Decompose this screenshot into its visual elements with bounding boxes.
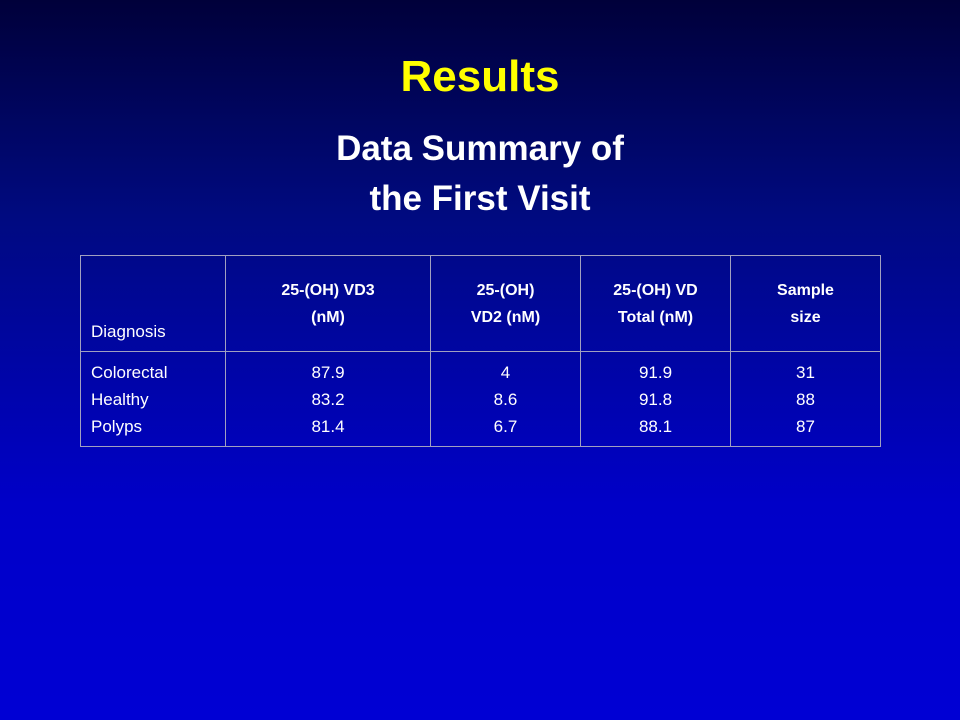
body-cell: 31 88 87 [730, 351, 881, 447]
cell-text: 87 [796, 416, 815, 436]
cell-text: 4 [500, 362, 511, 382]
body-cell: 87.9 83.2 81.4 [225, 351, 431, 447]
header-text: VD2 (nM) [470, 308, 541, 326]
cell-text: 91.8 [638, 389, 673, 409]
cell-text: 31 [796, 362, 815, 382]
body-cell: Colorectal Healthy Polyps [80, 351, 226, 447]
cell-text: 88 [796, 389, 815, 409]
header-text: Sample [777, 281, 834, 299]
header-text: Diagnosis [91, 322, 166, 341]
subtitle-line: Data Summary of [336, 129, 624, 168]
header-cell: Sample size [730, 255, 881, 352]
cell-text: 6.7 [493, 416, 518, 436]
cell-text: 8.6 [493, 389, 518, 409]
header-cell: Diagnosis [80, 255, 226, 352]
header-text: size [790, 308, 821, 326]
body-cell: 91.9 91.8 88.1 [580, 351, 731, 447]
slide-subtitle: Data Summary of the First Visit [0, 124, 960, 224]
cell-text: 81.4 [311, 416, 345, 436]
slide-title: Results [400, 52, 560, 101]
body-row: Colorectal Healthy Polyps 87.9 83.2 81.4 4 8.6 6… [80, 351, 881, 447]
cell-text: 91.9 [638, 362, 673, 382]
cell-text: Healthy [91, 389, 149, 409]
header-cell: 25-(OH) VD Total (nM) [580, 255, 731, 352]
cell-text: 88.1 [638, 416, 673, 436]
cell-text: 87.9 [311, 362, 345, 382]
body-cell: 4 8.6 6.7 [430, 351, 581, 447]
header-row: Diagnosis 25-(OH) VD3 (nM) 25-(OH) VD2 (nM) 2… [80, 255, 881, 352]
cell-text: Polyps [91, 416, 143, 436]
data-table: Diagnosis 25-(OH) VD3 (nM) 25-(OH) VD2 (nM) 2… [80, 255, 881, 447]
cell-text: 83.2 [311, 389, 345, 409]
subtitle-line: the First Visit [369, 179, 591, 218]
header-cell: 25-(OH) VD3 (nM) [225, 255, 431, 352]
header-text: 25-(OH) VD3 [281, 281, 375, 299]
header-cell: 25-(OH) VD2 (nM) [430, 255, 581, 352]
header-text: (nM) [311, 308, 345, 326]
header-text: 25-(OH) [476, 281, 535, 299]
header-text: 25-(OH) VD [613, 281, 698, 299]
cell-text: Colorectal [91, 362, 168, 382]
header-text: Total (nM) [617, 308, 694, 326]
